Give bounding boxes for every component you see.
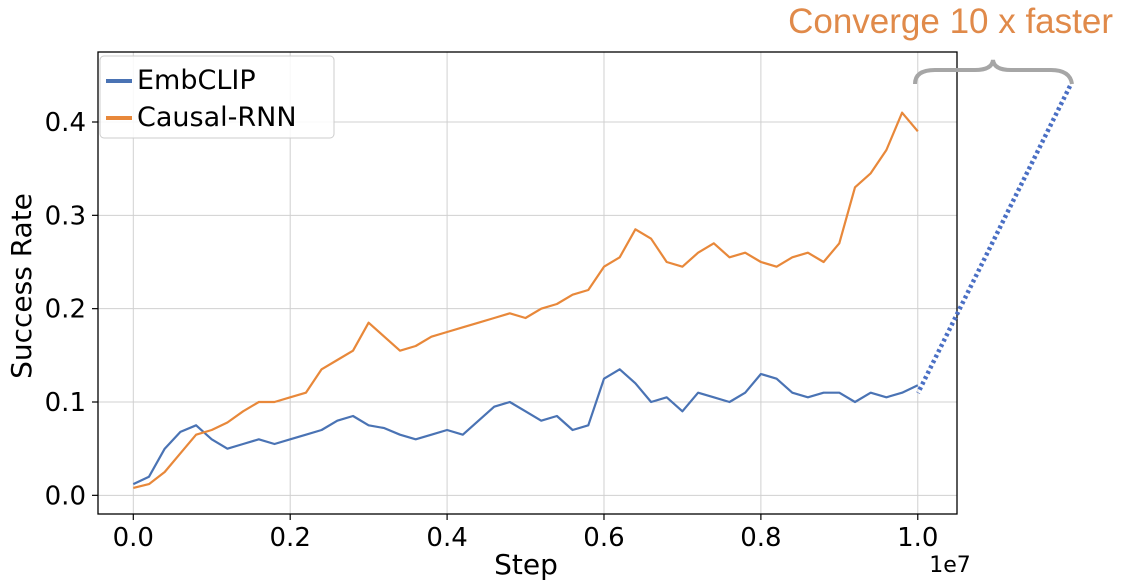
series-line-embclip <box>132 368 919 486</box>
y-tick-label-2: 0.2 <box>45 295 86 325</box>
x-tick-label-2: 0.4 <box>426 523 467 553</box>
legend: EmbCLIP Causal-RNN <box>99 55 335 139</box>
annotation-brace <box>913 59 1074 85</box>
series-line-causal-rnn <box>133 111 919 489</box>
plot-frame <box>97 51 958 515</box>
x-axis-label: Step <box>494 548 558 581</box>
series-layer <box>132 111 919 489</box>
x-tick-label-3: 0.6 <box>583 523 624 553</box>
x-offset-label: 1e7 <box>929 553 971 578</box>
y-tick-label-1: 0.1 <box>45 388 86 418</box>
x-tick-label-1: 0.2 <box>270 523 311 553</box>
annotation-text: Converge 10 x faster <box>788 2 1113 41</box>
x-tick-label-0: 0.0 <box>113 523 154 553</box>
annotation-connector <box>915 85 1073 394</box>
x-tick-label-5: 1.0 <box>897 523 938 553</box>
axis-ticks: 0.0 0.2 0.4 0.6 0.8 1.0 0.0 0.1 0.2 0.3 0.4 <box>45 108 939 553</box>
y-tick-label-0: 0.0 <box>45 481 86 511</box>
y-tick-label-3: 0.3 <box>45 201 86 231</box>
x-tick-label-4: 0.8 <box>740 523 781 553</box>
y-tick-label-4: 0.4 <box>45 108 86 138</box>
legend-label-embclip: EmbCLIP <box>137 65 256 96</box>
legend-box <box>99 55 335 139</box>
y-axis-label: Success Rate <box>5 193 38 379</box>
legend-label-causal-rnn: Causal-RNN <box>137 102 297 133</box>
convergence-annotation: Converge 10 x faster <box>788 2 1113 394</box>
